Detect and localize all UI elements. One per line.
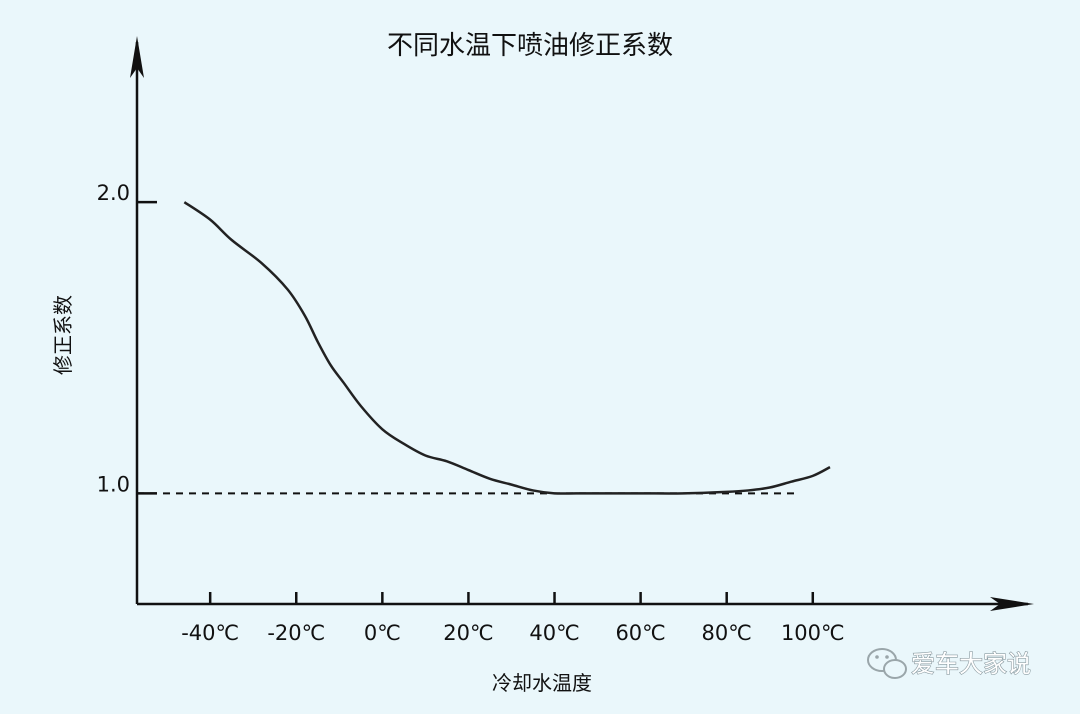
- x-tick-label: 0℃: [364, 621, 401, 645]
- x-axis-label: 冷却水温度: [492, 671, 592, 695]
- x-tick-label: 20℃: [443, 621, 493, 645]
- y-tick-label: 1.0: [97, 472, 130, 496]
- y-tick-label: 2.0: [97, 181, 130, 205]
- x-tick-label: 40℃: [529, 621, 579, 645]
- x-tick-label: 80℃: [702, 621, 752, 645]
- x-tick-label: 100℃: [781, 621, 845, 645]
- y-axis-label: 修正系数: [51, 295, 75, 375]
- x-tick-label: 60℃: [615, 621, 665, 645]
- x-tick-label: -40℃: [181, 621, 239, 645]
- wechat-icon: [867, 648, 907, 679]
- x-tick-label: -20℃: [267, 621, 325, 645]
- chart-title: 不同水温下喷油修正系数: [387, 31, 673, 61]
- y-axis-arrowhead: [130, 36, 144, 78]
- x-axis-arrowhead: [990, 597, 1034, 611]
- x-ticks: -40℃ -20℃ 0℃ 20℃ 40℃ 60℃ 80℃ 100℃: [181, 592, 845, 645]
- watermark: 爱车大家说: [867, 648, 1032, 679]
- y-ticks: 1.0 2.0: [97, 181, 157, 496]
- series-layer: [183, 201, 831, 495]
- series-line: [183, 201, 831, 495]
- watermark-text: 爱车大家说: [911, 650, 1031, 678]
